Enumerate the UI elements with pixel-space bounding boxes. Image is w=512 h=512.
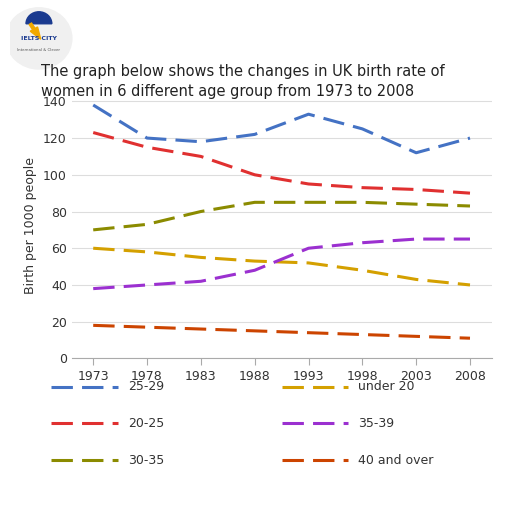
Text: IELTS CITY: IELTS CITY <box>21 36 57 41</box>
Text: The graph below shows the changes in UK birth rate of
women in 6 different age g: The graph below shows the changes in UK … <box>41 64 444 99</box>
Text: 20-25: 20-25 <box>128 417 164 430</box>
Circle shape <box>6 8 72 69</box>
Text: 30-35: 30-35 <box>128 454 164 467</box>
Text: under 20: under 20 <box>358 380 415 393</box>
Text: 25-29: 25-29 <box>128 380 164 393</box>
FancyArrow shape <box>29 23 41 39</box>
Text: International & Clever: International & Clever <box>17 48 60 52</box>
Text: 35-39: 35-39 <box>358 417 395 430</box>
Y-axis label: Birth per 1000 people: Birth per 1000 people <box>25 157 37 294</box>
Wedge shape <box>26 12 52 24</box>
Text: 40 and over: 40 and over <box>358 454 434 467</box>
